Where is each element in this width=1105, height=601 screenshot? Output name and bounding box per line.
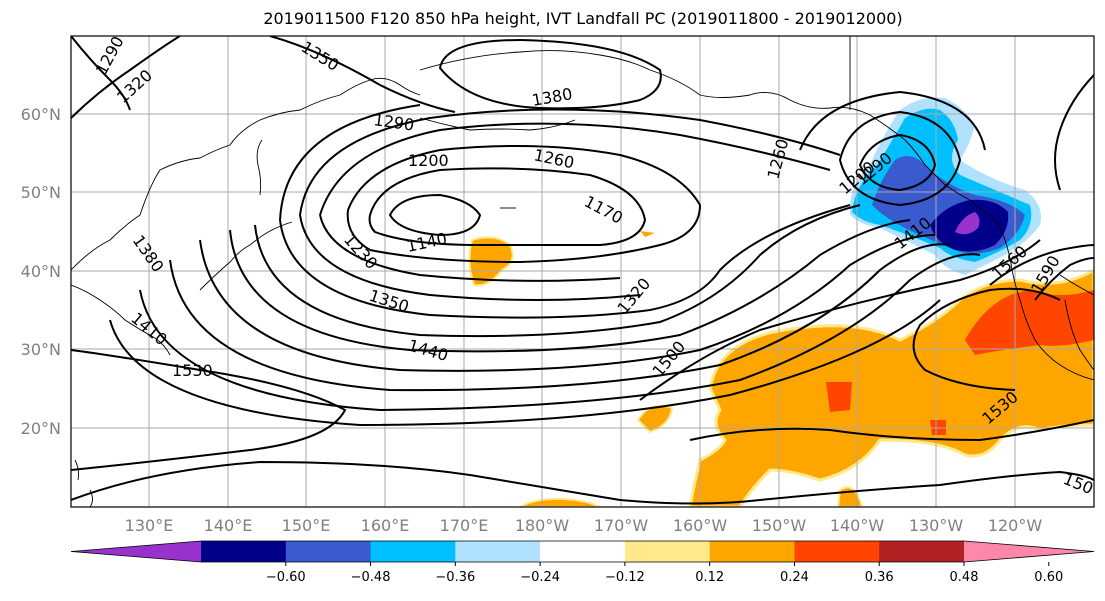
contour-label: 1530 xyxy=(172,361,213,380)
alaska-coastline xyxy=(419,50,906,141)
contour-1380 xyxy=(199,234,936,372)
contour-label: 1200 xyxy=(408,151,449,170)
contour-1290-upper-west xyxy=(279,104,421,221)
contour-1290-lower xyxy=(279,204,851,319)
contour-1500-south xyxy=(71,460,1094,505)
colorbar-tick-label: 0.24 xyxy=(780,570,809,585)
colorbar-segment xyxy=(879,541,965,562)
anomaly-region-patch-a xyxy=(636,404,674,434)
colorbar-segment xyxy=(71,541,201,562)
contour-1380-high xyxy=(438,38,662,110)
contour-1320-northwest xyxy=(71,36,181,119)
contour-1530-east xyxy=(912,287,1061,391)
longitude-labels: 130°E 140°E 150°E 160°E 170°E 180°W 170°… xyxy=(125,516,1043,535)
anomaly-region-strong-2 xyxy=(826,382,852,412)
lon-label: 150°W xyxy=(752,516,807,535)
lat-label: 30°N xyxy=(21,340,61,359)
lat-label: 40°N xyxy=(21,262,61,281)
colorbar-tick-label: −0.36 xyxy=(435,570,475,585)
lon-label: 120°W xyxy=(988,516,1043,535)
map-title: 2019011500 F120 850 hPa height, IVT Land… xyxy=(263,9,902,28)
lon-label: 130°E xyxy=(125,516,174,535)
colorbar-outline xyxy=(70,540,1095,563)
map-frame xyxy=(70,35,1095,508)
coastlines xyxy=(71,36,1094,507)
colorbar-tick-label: 0.48 xyxy=(950,570,979,585)
asia-coastline xyxy=(71,77,421,271)
lat-label: 20°N xyxy=(21,419,61,438)
colorbar-segment xyxy=(285,541,372,562)
colorbar-segment xyxy=(794,541,880,562)
lat-label: 50°N xyxy=(21,183,61,202)
map-panel: 1290 1320 1350 1380 1290 1200 1260 1260 … xyxy=(70,35,1095,508)
contour-1200 xyxy=(346,145,702,264)
colorbar-tick-label: −0.12 xyxy=(605,570,645,585)
colorbar-tick-label: 0.60 xyxy=(1034,570,1063,585)
colorbar-tick-label: 0.36 xyxy=(865,570,894,585)
anomaly-region-small xyxy=(640,231,655,237)
lon-label: 160°W xyxy=(673,516,728,535)
japan-coastline xyxy=(199,221,293,291)
contour-1140-low xyxy=(388,193,482,237)
lon-label: 140°E xyxy=(204,516,253,535)
contour-1500 xyxy=(639,239,1041,401)
aleutian-coastline xyxy=(419,117,576,131)
contour-1350-north xyxy=(269,36,456,113)
lon-label: 180°W xyxy=(515,516,570,535)
north-america-west-coastline xyxy=(904,139,1094,381)
china-coastline xyxy=(71,284,171,356)
north-america-interior xyxy=(1059,274,1094,296)
contour-1230-gulf-low xyxy=(838,110,962,207)
colorbar-segment xyxy=(455,541,541,562)
contour-1200-gulf-low xyxy=(858,133,937,192)
colorbar-segment xyxy=(964,541,1094,562)
contour-1530-south xyxy=(689,419,1094,442)
lon-label: 140°W xyxy=(830,516,885,535)
colorbar-segment xyxy=(540,541,626,562)
contour-1470 xyxy=(109,299,941,427)
contour-1410 xyxy=(169,243,951,392)
sakhalin-coastline xyxy=(256,139,263,196)
colorbar-segment xyxy=(370,541,456,562)
colorbar-segment xyxy=(201,541,287,562)
contour-1230-lower xyxy=(319,214,621,282)
contour-1530-west xyxy=(71,349,347,471)
contour-1590 xyxy=(1034,257,1094,301)
contour-1260-gulf xyxy=(799,90,986,151)
contour-1590-upper xyxy=(1054,74,1094,191)
colorbar-segment xyxy=(624,541,711,562)
colorbar: −0.60 −0.48 −0.36 −0.24 −0.12 0.12 0.24 0.36 0.4… xyxy=(70,540,1095,585)
latitude-labels: 60°N 50°N 40°N 30°N 20°N xyxy=(21,105,61,438)
contour-1290-northwest xyxy=(71,36,131,111)
lon-label: 150°E xyxy=(282,516,331,535)
colorbar-tick-label: 0.12 xyxy=(695,570,724,585)
lon-label: 130°W xyxy=(909,516,964,535)
colorbar-tick-label: −0.48 xyxy=(351,570,391,585)
anomaly-region-strong-1 xyxy=(965,290,1094,355)
colorbar-tick-label: −0.60 xyxy=(266,570,306,585)
contour-1260-upper xyxy=(299,108,841,216)
anomaly-region-patch-b xyxy=(519,497,601,507)
positive-anomaly-shading xyxy=(468,231,1094,507)
contour-1320 xyxy=(254,204,861,338)
contour-1350 xyxy=(229,219,911,353)
contour-1170 xyxy=(368,167,647,246)
lon-label: 170°W xyxy=(594,516,649,535)
anomaly-region-purple xyxy=(955,212,980,235)
height-contours xyxy=(71,36,1094,505)
contour-1260-lower xyxy=(299,214,641,301)
lat-label: 60°N xyxy=(21,105,61,124)
lon-label: 170°E xyxy=(440,516,489,535)
contour-1560 xyxy=(989,244,1094,286)
baja-coastline xyxy=(1064,299,1094,371)
contour-1230-upper xyxy=(319,122,831,216)
lon-label: 160°E xyxy=(361,516,410,535)
colorbar-segment xyxy=(709,541,795,562)
colorbar-tick-label: −0.24 xyxy=(520,570,560,585)
